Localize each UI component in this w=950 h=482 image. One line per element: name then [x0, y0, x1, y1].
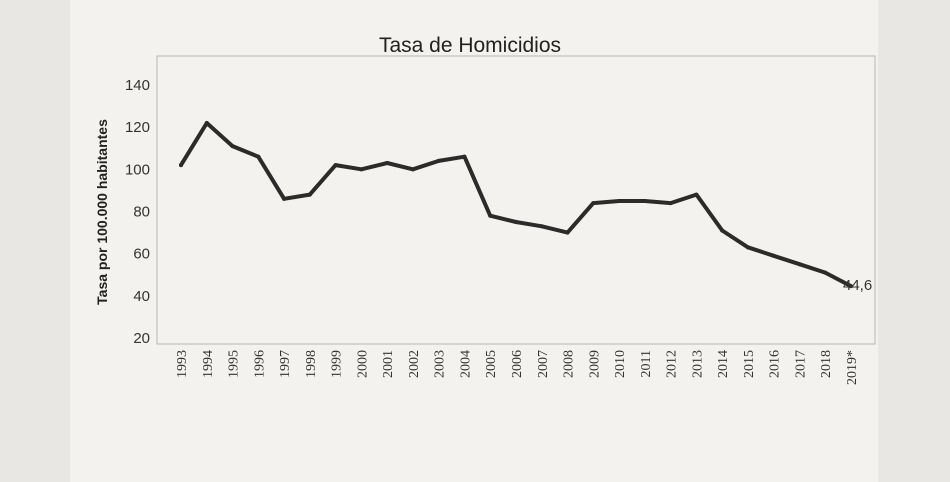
- data-point: [256, 154, 261, 159]
- data-point: [720, 228, 725, 233]
- x-tick-label: 2002: [407, 350, 422, 378]
- data-point: [539, 224, 544, 229]
- x-tick-label: 2008: [562, 350, 577, 378]
- data-point: [307, 192, 312, 197]
- data-point: [823, 270, 828, 275]
- x-tick-label: 2013: [690, 350, 705, 378]
- data-point: [359, 167, 364, 172]
- y-tick-label: 80: [133, 204, 150, 221]
- x-tick-label: 2004: [458, 350, 473, 378]
- x-tick-label: 2009: [587, 350, 602, 378]
- paper-page: [70, 0, 878, 482]
- x-tick-label: 2018: [819, 350, 834, 378]
- x-tick-label: 2001: [381, 350, 396, 378]
- data-point: [565, 230, 570, 235]
- x-tick-label: 2015: [742, 350, 757, 378]
- x-tick-label: 2014: [716, 350, 731, 378]
- series-line: [179, 121, 853, 289]
- x-tick-label: 2003: [433, 350, 448, 378]
- x-tick-label: 2005: [484, 350, 499, 378]
- y-axis-label: Tasa por 100.000 habitantes: [94, 119, 110, 305]
- data-point: [333, 163, 338, 168]
- y-tick-label: 20: [133, 330, 150, 347]
- y-tick-label: 40: [133, 288, 150, 305]
- data-point: [771, 253, 776, 258]
- data-point: [179, 163, 183, 168]
- data-point: [436, 158, 441, 163]
- data-point: [488, 213, 493, 218]
- last-value-label: 44,6: [843, 277, 872, 294]
- x-tick-label: 2019*: [845, 350, 860, 385]
- y-tick-label: 120: [125, 119, 150, 136]
- x-tick-label: 2010: [613, 350, 628, 378]
- y-axis-ticks: 20 40 60 80 100 120 140: [125, 77, 150, 347]
- x-tick-label: 1993: [175, 350, 190, 378]
- x-tick-label: 1999: [330, 350, 345, 378]
- x-tick-label: 2006: [510, 350, 525, 378]
- x-tick-label: 2016: [768, 350, 783, 378]
- y-tick-label: 100: [125, 161, 150, 178]
- x-tick-label: 1998: [304, 350, 319, 378]
- data-point: [694, 192, 699, 197]
- data-point: [797, 262, 802, 267]
- series-layer: [179, 120, 853, 289]
- x-tick-label: 2017: [793, 350, 808, 378]
- data-point: [204, 120, 209, 125]
- x-tick-label: 1994: [201, 350, 216, 378]
- x-tick-label: 1996: [252, 350, 267, 378]
- data-point: [282, 196, 287, 201]
- chart-title: Tasa de Homicidios: [379, 34, 561, 57]
- data-point: [385, 161, 390, 166]
- x-tick-label: 1995: [227, 350, 242, 378]
- data-point: [849, 284, 853, 289]
- x-axis-ticks: 1993 1994 1995 1996 1997 1998 1999 2000 2001 2002…: [175, 350, 860, 385]
- data-point: [745, 245, 750, 250]
- data-point: [617, 198, 622, 203]
- x-tick-label: 2000: [355, 350, 370, 378]
- plot-frame: [156, 55, 876, 345]
- y-tick-label: 140: [125, 77, 150, 94]
- y-tick-label: 60: [133, 246, 150, 263]
- x-tick-label: 2007: [536, 350, 551, 378]
- x-tick-label: 1997: [278, 350, 293, 378]
- x-tick-label: 2012: [665, 350, 680, 378]
- data-point: [462, 154, 467, 159]
- data-point: [668, 201, 673, 206]
- data-point: [514, 220, 518, 225]
- data-point: [230, 144, 235, 149]
- data-point: [591, 201, 596, 206]
- x-tick-label: 2011: [639, 350, 654, 377]
- data-point: [642, 198, 647, 203]
- data-point: [410, 167, 415, 172]
